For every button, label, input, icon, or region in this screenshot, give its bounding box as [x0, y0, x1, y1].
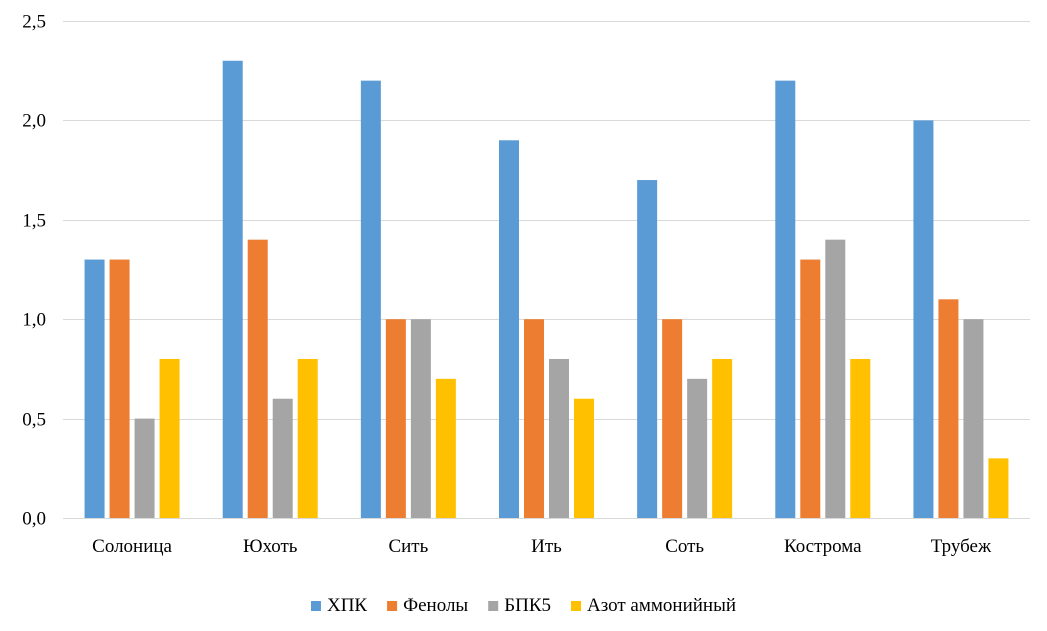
y-tick-label: 1,0 [22, 310, 46, 331]
legend-item: Азот аммонийный [571, 595, 736, 616]
legend: ХПК Фенолы БПК5 Азот аммонийный [310, 595, 736, 616]
bar-1-5 [637, 180, 658, 519]
bar-4-7 [988, 458, 1009, 518]
bar-4-3 [435, 378, 456, 518]
y-tick-label: 2,0 [22, 111, 46, 132]
bar-2-3 [385, 319, 406, 518]
bar-2-4 [524, 319, 544, 518]
bar-4-1 [159, 358, 180, 518]
bars [84, 60, 1009, 519]
legend-item: Фенолы [387, 595, 468, 616]
y-tick-label: 0,5 [22, 410, 46, 431]
y-axis-tick-labels: 0,0 0,5 1,0 1,5 2,0 2,5 [22, 12, 46, 530]
bar-4-4 [574, 398, 594, 518]
bar-2-6 [800, 259, 821, 518]
legend-swatch [488, 601, 499, 611]
bar-4-6 [850, 358, 871, 518]
bar-1-2 [222, 60, 243, 518]
legend-label: Фенолы [403, 595, 468, 616]
bar-3-7 [963, 319, 984, 518]
bar-3-6 [825, 239, 846, 518]
legend-item: БПК5 [488, 595, 551, 616]
x-tick-label: Юхоть [243, 536, 298, 557]
legend-swatch [571, 601, 582, 611]
x-tick-label: Кострома [784, 536, 862, 557]
bar-2-7 [938, 299, 959, 518]
x-tick-label: Трубеж [931, 536, 992, 557]
x-tick-label: Ить [531, 536, 562, 557]
legend-swatch [310, 601, 321, 611]
bar-1-6 [775, 80, 796, 518]
legend-label: Азот аммонийный [587, 595, 736, 616]
bar-3-4 [549, 358, 569, 518]
bar-2-2 [247, 239, 268, 518]
y-tick-label: 0,0 [22, 509, 46, 530]
bar-1-7 [913, 120, 934, 519]
grid-lines [63, 21, 1030, 519]
y-tick-label: 1,5 [22, 211, 46, 232]
legend-label: ХПК [327, 595, 367, 616]
bar-3-1 [134, 418, 155, 518]
x-tick-label: Сить [388, 536, 428, 557]
legend-swatch [387, 601, 398, 611]
bar-3-5 [687, 378, 708, 518]
bar-4-2 [297, 358, 318, 518]
bar-2-5 [662, 319, 683, 518]
x-tick-label: Солоница [92, 536, 172, 557]
x-tick-label: Соть [665, 536, 704, 557]
bar-2-1 [109, 259, 130, 518]
legend-label: БПК5 [504, 595, 551, 616]
y-tick-label: 2,5 [22, 12, 46, 33]
legend-item: ХПК [310, 595, 367, 616]
bar-1-1 [84, 259, 105, 518]
bar-3-3 [410, 319, 431, 518]
bar-3-2 [272, 398, 293, 518]
x-axis-tick-labels: Солоница Юхоть Сить Ить Соть Кострома Трубеж [92, 536, 992, 557]
bar-4-5 [712, 358, 733, 518]
bar-1-4 [499, 140, 519, 518]
bar-1-3 [360, 80, 381, 518]
